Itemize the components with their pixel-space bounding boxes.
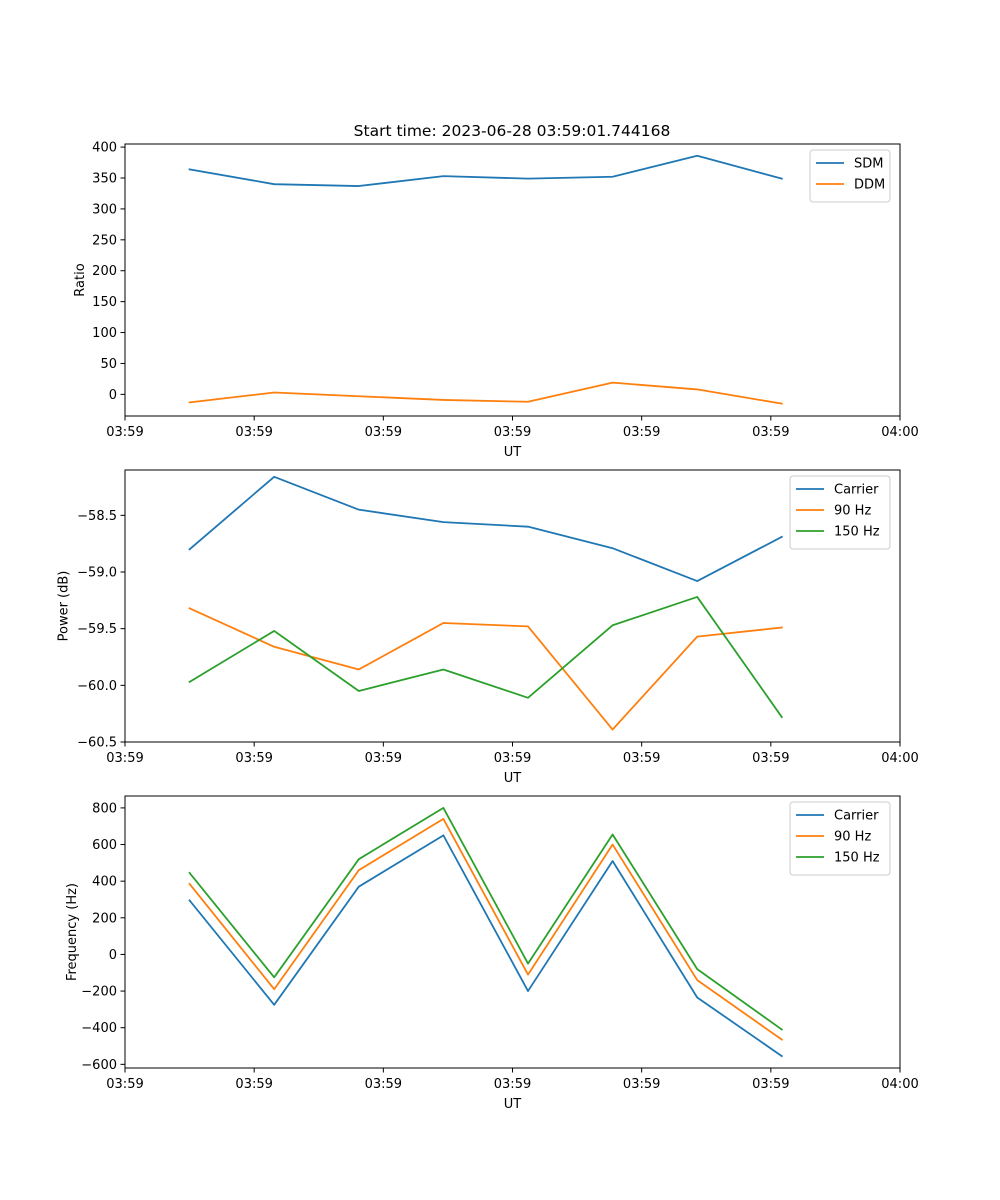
frequency-series-carrier-line [188,834,784,1058]
frequency-y-tick-label: 400 [92,875,117,890]
power-x-tick-label: 03:59 [623,751,660,766]
ratio-y-tick-label: 400 [92,141,117,156]
power-x-tick-label: 03:59 [494,751,531,766]
ratio-y-tick-label: 0 [109,388,117,403]
ratio-y-tick-label: 100 [92,326,117,341]
ratio-y-tick-label: 250 [92,233,117,248]
ratio-x-tick-label: 03:59 [235,425,272,440]
power-series-carrier-line [188,475,784,582]
frequency-y-tick-label: 0 [109,948,117,963]
power-series-90-hz-line [188,607,783,731]
ratio-x-tick-label: 03:59 [623,425,660,440]
subplot-ratio: 03:59 03:59 03:59 03:59 03:59 03:59 04:00 0 50 10… [73,141,919,460]
ratio-y-tick-label: 300 [92,202,117,217]
power-y-tick-label: −60.0 [77,679,117,694]
ratio-x-tick-label: 03:59 [752,425,789,440]
power-legend: Carrier 90 Hz 150 Hz [789,475,891,550]
power-x-tick-label: 04:00 [881,751,918,766]
frequency-x-tick-label: 03:59 [365,1077,402,1092]
ratio-x-tick-label: 03:59 [106,425,143,440]
ratio-legend-label-ddm: DDM [854,178,885,193]
ratio-legend: SDM DDM [809,149,891,203]
subplot-power: 03:59 03:59 03:59 03:59 03:59 03:59 04:00 −60.5… [57,469,919,786]
frequency-x-axis-label: UT [504,1097,522,1112]
frequency-y-tick-label: −400 [81,1021,117,1036]
ratio-y-tick-label: 150 [92,295,117,310]
frequency-series-90-hz-line [188,818,784,1041]
power-y-tick-label: −58.5 [77,509,117,524]
frequency-legend-label-90-hz: 90 Hz [834,830,871,845]
frequency-x-tick-label: 03:59 [623,1077,660,1092]
frequency-y-tick-label: 800 [92,801,117,816]
ratio-y-tick-label: 50 [100,357,117,372]
frequency-series-150-hz-line [188,807,784,1031]
frequency-x-tick-label: 03:59 [494,1077,531,1092]
frequency-y-tick-label: −200 [81,985,117,1000]
ratio-y-tick-label: 350 [92,172,117,187]
frequency-x-tick-label: 03:59 [106,1077,143,1092]
ratio-y-axis-label: Ratio [73,263,88,296]
frequency-y-tick-label: −600 [81,1058,117,1073]
power-legend-label-carrier: Carrier [834,483,879,498]
ratio-x-axis-label: UT [504,445,522,460]
ratio-x-tick-label: 04:00 [881,425,918,440]
power-y-tick-label: −60.5 [77,736,117,751]
power-y-axis-label: Power (dB) [57,571,72,642]
ratio-series-ddm-line [188,381,783,405]
ratio-x-tick-label: 03:59 [494,425,531,440]
frequency-legend: Carrier 90 Hz 150 Hz [789,801,891,876]
power-series-150-hz-line [188,596,784,719]
power-x-tick-label: 03:59 [106,751,143,766]
ratio-legend-label-sdm: SDM [854,157,883,172]
power-x-tick-label: 03:59 [365,751,402,766]
power-legend-label-90-hz: 90 Hz [834,504,871,519]
power-x-tick-label: 03:59 [235,751,272,766]
power-x-tick-label: 03:59 [752,751,789,766]
power-y-tick-label: −59.5 [77,622,117,637]
ratio-series-sdm-line [188,154,783,187]
power-y-tick-label: −59.0 [77,566,117,581]
frequency-y-tick-label: 200 [92,911,117,926]
frequency-legend-label-150-hz: 150 Hz [834,851,880,866]
ratio-x-tick-label: 03:59 [365,425,402,440]
frequency-x-tick-label: 04:00 [881,1077,918,1092]
subplot-frequency: 03:59 03:59 03:59 03:59 03:59 03:59 04:00 −600 −… [65,795,919,1112]
ratio-y-tick-label: 200 [92,264,117,279]
power-x-axis-label: UT [504,771,522,786]
frequency-y-axis-label: Frequency (Hz) [65,883,80,981]
frequency-y-tick-label: 600 [92,838,117,853]
power-legend-label-150-hz: 150 Hz [834,525,880,540]
frequency-x-tick-label: 03:59 [235,1077,272,1092]
frequency-legend-label-carrier: Carrier [834,809,879,824]
frequency-x-tick-label: 03:59 [752,1077,789,1092]
figure-title: Start time: 2023-06-28 03:59:01.744168 [354,122,671,140]
